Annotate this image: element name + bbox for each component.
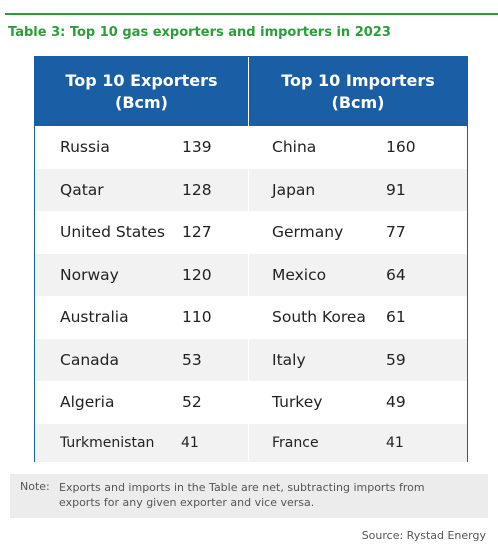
source-credit: Source: Rystad Energy: [361, 529, 486, 542]
gas-trade-table: Top 10 Exporters (Bcm) Top 10 Importers …: [34, 56, 468, 462]
importer-country: Italy: [272, 350, 306, 369]
table-row: Algeria 52 Turkey 49: [35, 381, 467, 424]
table-row: United States 127 Germany 77: [35, 211, 467, 254]
importer-volume: 41: [386, 434, 404, 451]
exporter-volume: 110: [182, 308, 212, 327]
exporter-country: Turkmenistan: [60, 434, 155, 451]
table-row: Turkmenistan 41 France 41: [35, 423, 467, 462]
exporter-volume: 128: [182, 180, 212, 199]
table-header: Top 10 Exporters (Bcm) Top 10 Importers …: [35, 57, 467, 126]
exporter-country: Algeria: [60, 393, 115, 412]
importer-country: China: [272, 138, 317, 157]
note-box: Note: Exports and imports in the Table a…: [10, 474, 488, 518]
importer-country: Japan: [272, 180, 316, 199]
exporter-country: Qatar: [60, 180, 104, 199]
exporter-volume: 127: [182, 223, 212, 242]
importer-country: Germany: [272, 223, 344, 242]
importer-volume: 61: [386, 308, 406, 327]
exporter-volume: 41: [181, 434, 199, 451]
importer-country: Mexico: [272, 265, 327, 284]
note-label: Note:: [20, 480, 50, 493]
table-caption: Table 3: Top 10 gas exporters and import…: [8, 25, 391, 40]
top-rule: [5, 13, 498, 15]
exporter-country: Norway: [60, 265, 119, 284]
table-body: Russia 139 China 160 Qatar 128 Japan 91 …: [35, 126, 467, 462]
column-divider: [248, 126, 249, 461]
exporter-volume: 53: [182, 350, 202, 369]
exporter-country: Australia: [60, 308, 129, 327]
importer-country: France: [272, 434, 319, 451]
table-row: Qatar 128 Japan 91: [35, 168, 467, 211]
importer-volume: 160: [386, 138, 416, 157]
note-text: Exports and imports in the Table are net…: [59, 481, 425, 509]
importer-volume: 49: [386, 393, 406, 412]
exporter-volume: 52: [182, 393, 202, 412]
importer-country: South Korea: [272, 308, 366, 327]
header-divider: [248, 57, 249, 126]
exporter-volume: 139: [182, 138, 212, 157]
table-row: Australia 110 South Korea 61: [35, 296, 467, 339]
exporter-country: United States: [60, 223, 165, 242]
exporter-country: Russia: [60, 138, 110, 157]
importer-country: Turkey: [272, 393, 323, 412]
importer-volume: 91: [386, 180, 406, 199]
exporter-country: Canada: [60, 350, 119, 369]
importer-volume: 59: [386, 350, 406, 369]
importer-volume: 64: [386, 265, 406, 284]
importer-volume: 77: [386, 223, 406, 242]
table-row: Russia 139 China 160: [35, 126, 467, 169]
exporters-header: Top 10 Exporters (Bcm): [65, 70, 218, 112]
importers-header: Top 10 Importers (Bcm): [281, 70, 435, 112]
exporter-volume: 120: [182, 265, 212, 284]
table-row: Canada 53 Italy 59: [35, 338, 467, 381]
table-row: Norway 120 Mexico 64: [35, 253, 467, 296]
